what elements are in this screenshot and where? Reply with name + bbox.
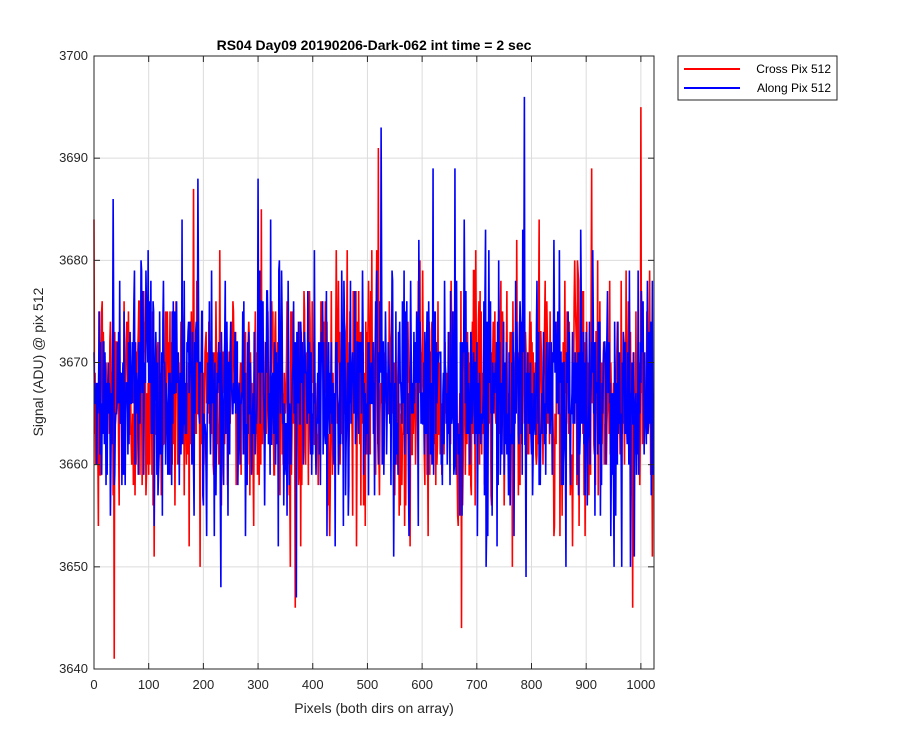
legend-label-along: Along Pix 512 xyxy=(757,81,831,95)
x-axis-label: Pixels (both dirs on array) xyxy=(294,700,454,716)
y-tick-label: 3670 xyxy=(59,355,88,370)
x-tick-label: 400 xyxy=(302,677,324,692)
y-tick-label: 3640 xyxy=(59,661,88,676)
y-axis-label: Signal (ADU) @ pix 512 xyxy=(30,287,46,436)
x-tick-label: 0 xyxy=(90,677,97,692)
y-tick-label: 3690 xyxy=(59,150,88,165)
x-tick-label: 800 xyxy=(521,677,543,692)
x-tick-label: 700 xyxy=(466,677,488,692)
y-tick-label: 3650 xyxy=(59,559,88,574)
y-tick-label: 3700 xyxy=(59,48,88,63)
chart-title: RS04 Day09 20190206-Dark-062 int time = … xyxy=(217,37,532,53)
x-tick-label: 900 xyxy=(575,677,597,692)
series-layer xyxy=(93,96,655,659)
x-tick-label: 1000 xyxy=(626,677,655,692)
x-tick-label: 600 xyxy=(411,677,433,692)
x-tick-label: 500 xyxy=(357,677,379,692)
y-tick-label: 3680 xyxy=(59,252,88,267)
x-ticks: 0 100 200 300 400 500 600 700 800 900 1000 xyxy=(90,56,655,692)
x-tick-label: 300 xyxy=(247,677,269,692)
legend-label-cross: Cross Pix 512 xyxy=(756,62,831,76)
x-tick-label: 100 xyxy=(138,677,160,692)
legend-box xyxy=(677,55,838,101)
series-line-along-pix xyxy=(93,96,655,598)
y-ticks: 3640 3650 3660 3670 3680 3690 3700 xyxy=(59,48,654,676)
y-tick-label: 3660 xyxy=(59,457,88,472)
legend[interactable]: Cross Pix 512 Along Pix 512 xyxy=(677,55,838,101)
x-tick-label: 200 xyxy=(193,677,215,692)
